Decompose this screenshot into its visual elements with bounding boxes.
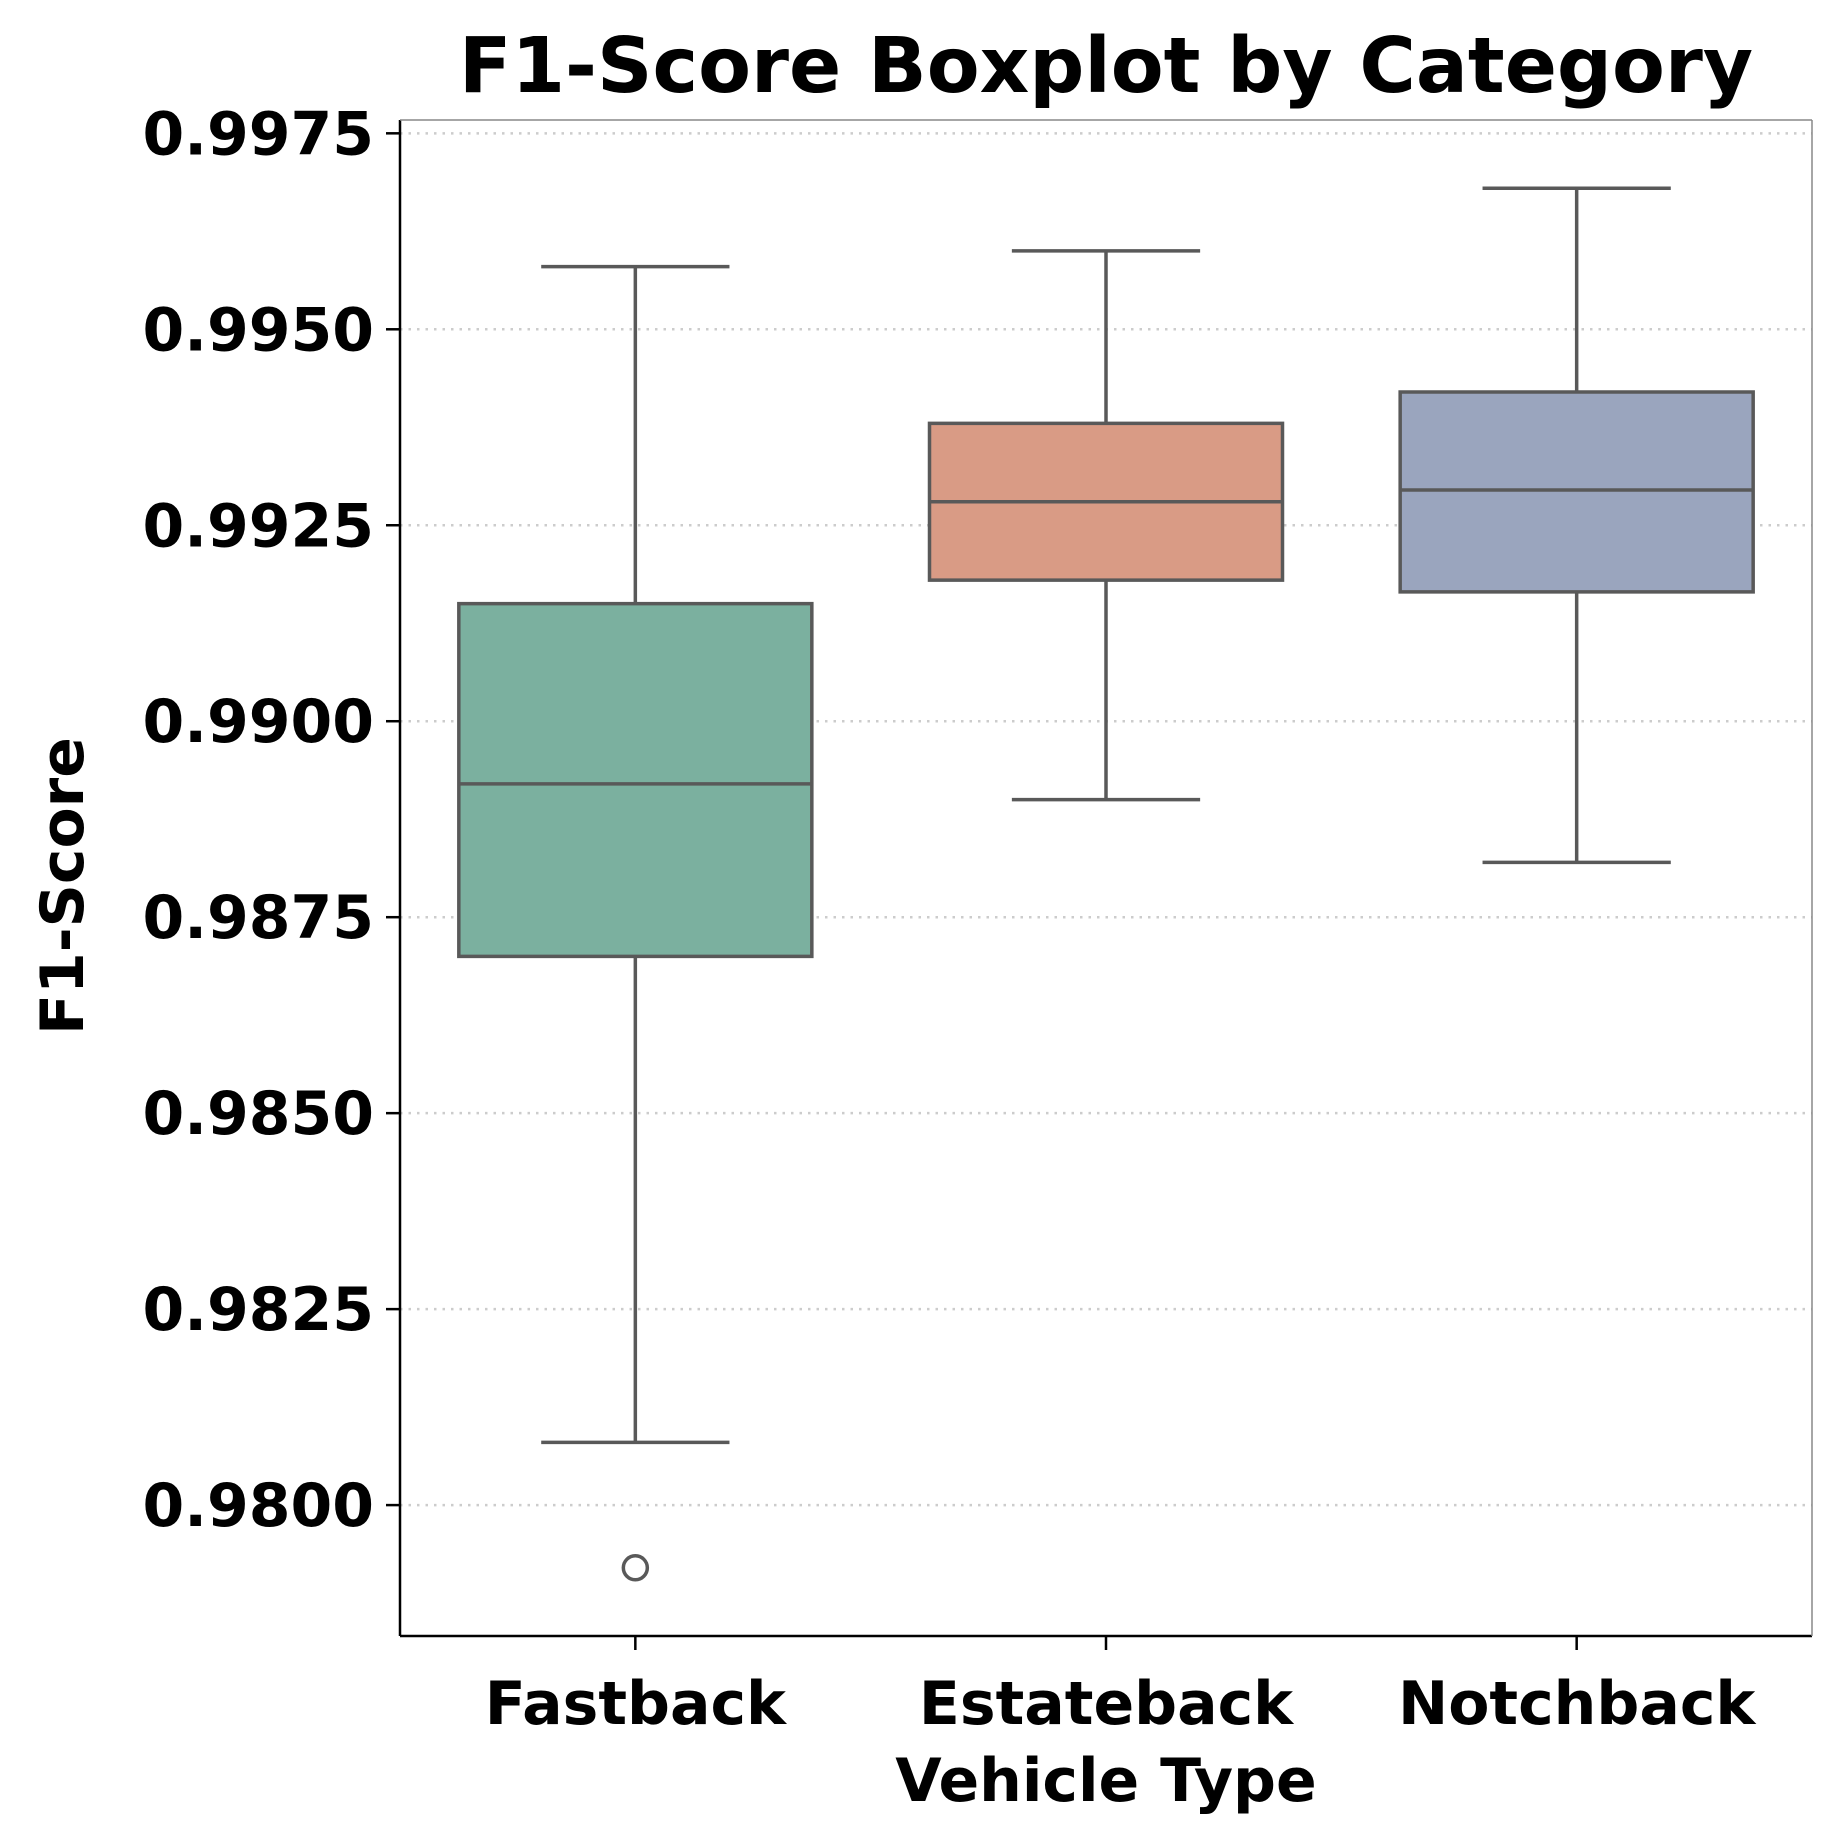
box-group-fastback (457, 264, 814, 1582)
y-tick-label: 0.9925 (142, 491, 374, 561)
y-tick-label: 0.9800 (142, 1471, 374, 1541)
outlier-point (621, 1554, 650, 1582)
y-tick-label: 0.9900 (142, 687, 374, 757)
tick-layer: 0.9800 0.9825 0.9850 0.9875 0.9900 0.9925 0.99… (142, 99, 1757, 1739)
y-tick-label: 0.9825 (142, 1275, 374, 1345)
y-axis-label: F1-Score (28, 737, 98, 1035)
box-layer (457, 186, 1755, 1582)
y-tick-label: 0.9850 (142, 1079, 374, 1149)
box-group-notchback (1398, 186, 1755, 865)
y-tick-label: 0.9875 (142, 883, 374, 953)
chart-title: F1-Score Boxplot by Category (459, 22, 1753, 111)
box (457, 601, 814, 959)
y-tick-label: 0.9975 (142, 99, 374, 169)
x-tick-label: Fastback (485, 1669, 788, 1739)
x-tick-label: Estateback (919, 1669, 1295, 1739)
y-tick-label: 0.9950 (142, 295, 374, 365)
x-tick-label: Notchback (1398, 1669, 1757, 1739)
box (1398, 390, 1755, 594)
x-axis-label: Vehicle Type (895, 1746, 1316, 1816)
box-group-estateback (927, 249, 1285, 802)
